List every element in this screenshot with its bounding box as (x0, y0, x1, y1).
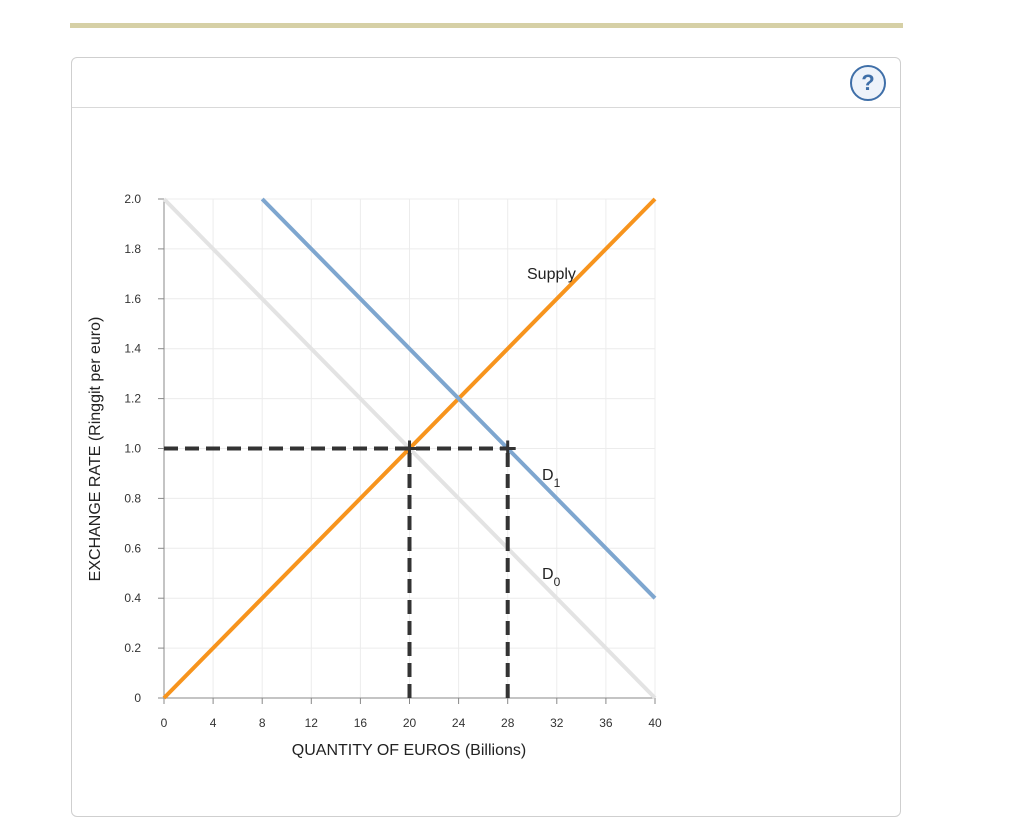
series-label-sub-d0: 0 (554, 575, 561, 589)
x-tick-label-32: 32 (550, 716, 564, 730)
x-tick-label-16: 16 (354, 716, 368, 730)
y-tick-label-5: 1.0 (124, 442, 141, 456)
y-tick-label-4: 0.8 (124, 491, 141, 505)
reference-lines (164, 440, 516, 698)
y-tick-label-2: 0.4 (124, 591, 141, 605)
y-tick-label-9: 1.8 (124, 242, 141, 256)
x-tick-label-12: 12 (305, 716, 319, 730)
y-tick-label-10: 2.0 (124, 192, 141, 206)
question-panel (71, 57, 901, 817)
x-axis-label: QUANTITY OF EUROS (Billions) (292, 742, 526, 759)
series-line-d1 (260, 197, 657, 600)
marker-cross-0 (401, 440, 418, 457)
y-tick-label-1: 0.2 (124, 641, 141, 655)
y-tick-label-7: 1.4 (124, 342, 141, 356)
marker-cross-1 (499, 440, 516, 457)
y-tick-label-6: 1.2 (124, 392, 141, 406)
x-tick-label-0: 0 (161, 716, 168, 730)
top-rule (70, 23, 903, 28)
panel-header (72, 58, 900, 108)
series-label-sub-d1: 1 (554, 476, 561, 490)
x-tick-label-8: 8 (259, 716, 266, 730)
x-tick-label-36: 36 (599, 716, 613, 730)
y-tick-label-3: 0.6 (124, 541, 141, 555)
x-tick-label-40: 40 (648, 716, 662, 730)
x-tick-label-24: 24 (452, 716, 466, 730)
y-tick-label-8: 1.6 (124, 292, 141, 306)
y-tick-label-0: 0 (134, 691, 141, 705)
x-tick-label-4: 4 (210, 716, 217, 730)
x-tick-label-28: 28 (501, 716, 515, 730)
x-tick-label-20: 20 (403, 716, 417, 730)
help-button[interactable]: ? (850, 65, 886, 101)
y-axis-label: EXCHANGE RATE (Ringgit per euro) (87, 317, 104, 582)
question-mark-icon: ? (861, 70, 875, 95)
series-label-supply: Supply (527, 266, 576, 283)
